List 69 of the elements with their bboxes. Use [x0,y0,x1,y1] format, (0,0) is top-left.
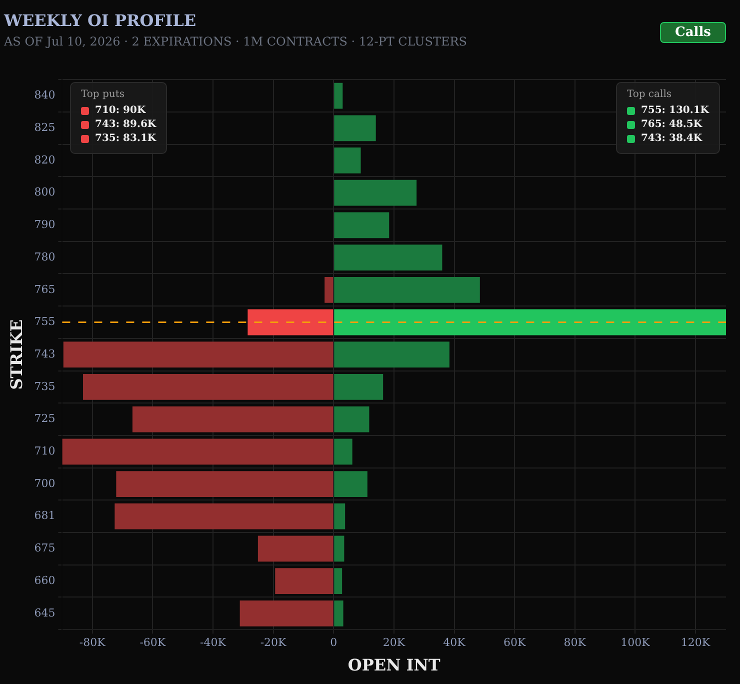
bar [324,276,334,303]
chart-subtitle: AS OF Jul 10, 2026 · 2 EXPIRATIONS · 1M CONTRACTS · 12-PT CLUSTERS [3,34,467,49]
y-tick-label: 790 [34,218,56,232]
x-tick-label: -40K [200,636,227,650]
bar [334,212,390,238]
x-tick-label: 40K [443,636,466,650]
y-tick-label: 800 [34,186,56,199]
bar [334,568,342,594]
y-tick-label: 780 [34,250,56,264]
bar [334,536,344,562]
annotation: 755: 130.1K [640,105,709,116]
bar [83,374,334,400]
annotation: 743: 89.6K [95,119,156,130]
bar [132,406,334,432]
y-tick-label: 660 [34,574,56,587]
bar [334,342,450,368]
bar [275,568,334,594]
bar [334,503,346,530]
annotation: Top puts [81,89,126,100]
bar [334,115,376,142]
bar [240,600,334,626]
y-tick-label: 645 [34,606,56,620]
bar [258,536,334,562]
x-tick-label: 80K [564,636,587,650]
x-tick-label: 60K [503,636,526,650]
bar [334,244,442,270]
bar [116,471,334,497]
y-tick-label: 735 [34,380,56,393]
annotation: 765: 48.5K [640,119,702,130]
bar [114,503,334,530]
y-axis-title: STRIKE [6,319,26,390]
bar [63,342,334,368]
annotation: 735: 83.1K [95,133,156,144]
y-tick-label: 681 [34,509,56,522]
bar [334,374,384,400]
x-tick-label: 100K [620,636,651,650]
x-tick-label: 20K [382,636,406,650]
annotation: 743: 38.4K [640,133,702,144]
x-axis-title: OPEN INT [348,656,440,675]
text: Calls [660,22,726,43]
y-tick-label: 820 [34,153,56,166]
x-tick-label: -20K [260,636,288,650]
y-tick-label: 840 [34,88,56,102]
y-tick-label: 725 [34,412,56,426]
y-tick-label: 700 [34,476,56,490]
chart-title: WEEKLY OI PROFILE [3,10,196,30]
y-tick-label: 825 [34,120,56,134]
bar [334,276,480,303]
y-tick-label: 743 [34,347,56,360]
x-tick-label: 0 [330,636,338,650]
y-tick-label: 755 [34,315,56,328]
annotation: Top calls [626,89,673,100]
y-tick-label: 765 [34,282,56,296]
x-tick-label: -80K [79,636,106,650]
bar [334,600,344,626]
bar [334,471,368,497]
bar [334,82,343,109]
bar [334,148,361,174]
bar [62,438,334,465]
bar [334,309,726,336]
y-tick-label: 675 [34,542,56,555]
x-tick-label: -60K [140,636,166,650]
bar [248,309,334,336]
annotation: 710: 90K [95,105,146,116]
bar [334,438,352,465]
y-tick-label: 710 [34,444,56,458]
x-tick-label: 120K [680,636,711,650]
bar [334,180,417,206]
bar [334,406,370,432]
